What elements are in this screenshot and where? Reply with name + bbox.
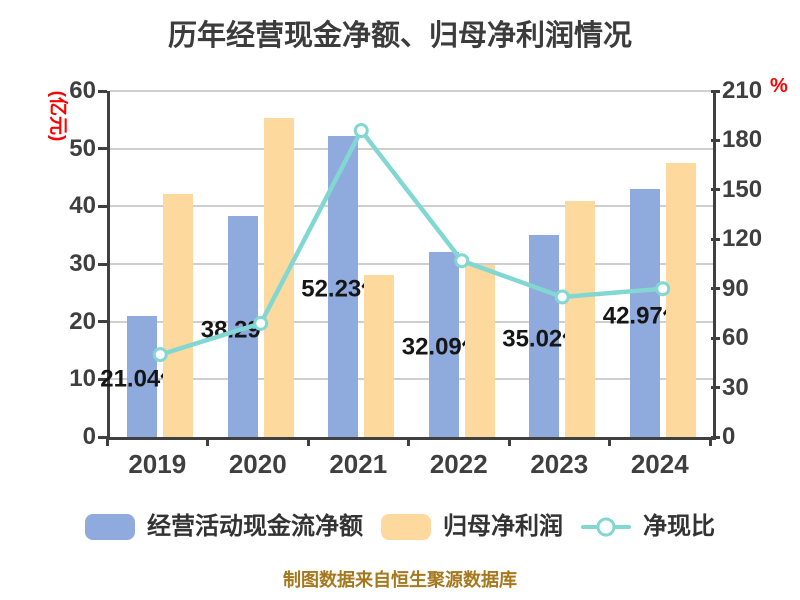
left-axis-tick-mark — [98, 262, 107, 266]
legend-swatch-profit-icon — [381, 514, 431, 540]
right-axis-tick-mark — [711, 435, 720, 439]
right-axis-tick-mark — [711, 336, 720, 340]
left-axis-tick-mark — [98, 204, 107, 208]
x-axis-tick-mark — [507, 437, 511, 446]
left-axis-tick-label: 40 — [69, 192, 96, 220]
left-axis-tick-label: 10 — [69, 365, 96, 393]
x-axis-tick-label: 2021 — [329, 449, 388, 479]
legend: 经营活动现金流净额 归母净利润 净现比 — [0, 514, 800, 540]
legend-item-operating-cash: 经营活动现金流净额 — [85, 514, 363, 540]
gridline — [110, 378, 713, 381]
x-axis-tick-mark — [708, 437, 712, 446]
x-axis-tick-label: 2020 — [228, 449, 287, 479]
bar-operating-cash — [428, 251, 459, 437]
left-axis-tick-mark — [98, 435, 107, 439]
left-axis-tick-mark — [98, 320, 107, 324]
bar-operating-cash — [529, 235, 560, 437]
bar-net-profit — [464, 264, 495, 437]
right-axis-tick-label: 60 — [722, 324, 749, 352]
line-marker-icon — [454, 253, 470, 269]
data-source-caption: 制图数据来自恒生聚源数据库 — [283, 570, 517, 590]
left-axis-tick-label: 50 — [69, 134, 96, 162]
x-axis-tick-label: 2023 — [530, 449, 589, 479]
legend-circle-marker-icon — [596, 517, 616, 537]
right-axis-tick-mark — [711, 287, 720, 291]
right-axis-tick-label: 150 — [722, 175, 763, 203]
legend-item-net-profit: 归母净利润 — [381, 514, 563, 540]
plot-area: 21.04亿 38.29亿 52.23亿 32.09亿 35.02亿 42.97亿 — [100, 90, 716, 440]
left-axis-tick-mark — [98, 377, 107, 381]
legend-swatch-cash-icon — [85, 514, 135, 540]
line-marker-icon — [554, 289, 570, 305]
left-axis-tick-label: 20 — [69, 307, 96, 335]
x-axis-tick-label: 2024 — [630, 449, 689, 479]
bar-operating-cash — [629, 189, 660, 437]
right-axis-tick-label: 120 — [722, 225, 763, 253]
legend-item-cash-ratio: 净现比 — [581, 515, 715, 539]
left-axis-tick-label: 30 — [69, 250, 96, 277]
right-axis-tick-mark — [711, 138, 720, 142]
legend-line-marker-icon — [581, 516, 631, 538]
ratio-line-path — [158, 128, 665, 357]
right-axis-tick-mark — [711, 237, 720, 241]
left-axis-tick-label: 0 — [82, 423, 96, 450]
x-axis-tick-mark — [407, 437, 410, 446]
x-axis-tick-mark — [608, 437, 611, 446]
x-axis-tick-mark — [105, 437, 109, 446]
line-marker-icon — [253, 315, 269, 331]
gridline — [110, 205, 713, 208]
gridline — [110, 320, 713, 323]
legend-label-operating-cash: 经营活动现金流净额 — [147, 513, 363, 540]
x-axis-tick-label: 2019 — [128, 449, 187, 479]
right-axis-unit-label: % — [770, 75, 788, 97]
right-axis-tick-label: 30 — [722, 373, 749, 401]
x-axis-tick-mark — [306, 437, 310, 446]
line-marker-icon — [655, 281, 671, 297]
bar-net-profit — [665, 162, 696, 437]
bar-net-profit — [263, 118, 294, 437]
right-axis-tick-mark — [711, 386, 720, 390]
gridline — [110, 263, 713, 265]
chart-title: 历年经营现金净额、归母净利润情况 — [167, 20, 632, 52]
gridline — [110, 90, 713, 92]
right-axis-tick-mark — [711, 188, 720, 192]
legend-label-cash-ratio: 净现比 — [643, 513, 715, 540]
right-axis-tick-label: 180 — [722, 126, 763, 154]
left-axis-tick-mark — [98, 89, 107, 93]
left-axis-tick-mark — [98, 147, 107, 151]
right-axis-tick-mark — [711, 89, 720, 93]
x-axis-tick-mark — [206, 437, 209, 446]
right-axis-tick-label: 0 — [722, 423, 736, 450]
x-axis-tick-label: 2022 — [429, 449, 488, 479]
bar-operating-cash — [127, 315, 158, 437]
bar-net-profit — [364, 274, 395, 437]
right-axis-tick-label: 90 — [722, 274, 749, 302]
gridline — [110, 147, 713, 150]
bar-net-profit — [163, 194, 194, 437]
line-marker-icon — [353, 123, 369, 139]
right-axis-tick-label: 210 — [722, 77, 763, 104]
line-marker-icon — [152, 347, 168, 363]
legend-label-net-profit: 归母净利润 — [443, 513, 563, 540]
left-axis-tick-label: 60 — [69, 77, 96, 104]
line-series — [152, 123, 671, 363]
bar-net-profit — [565, 200, 596, 437]
